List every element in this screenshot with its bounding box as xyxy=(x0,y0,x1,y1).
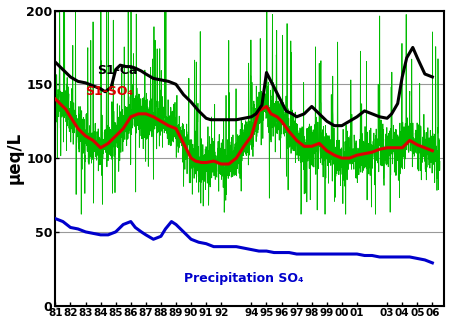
Text: S1-Ca: S1-Ca xyxy=(98,64,138,77)
Y-axis label: μeq/L: μeq/L xyxy=(5,132,23,184)
Text: S1-SO₄: S1-SO₄ xyxy=(86,85,134,98)
Text: Precipitation SO₄: Precipitation SO₄ xyxy=(184,272,303,285)
